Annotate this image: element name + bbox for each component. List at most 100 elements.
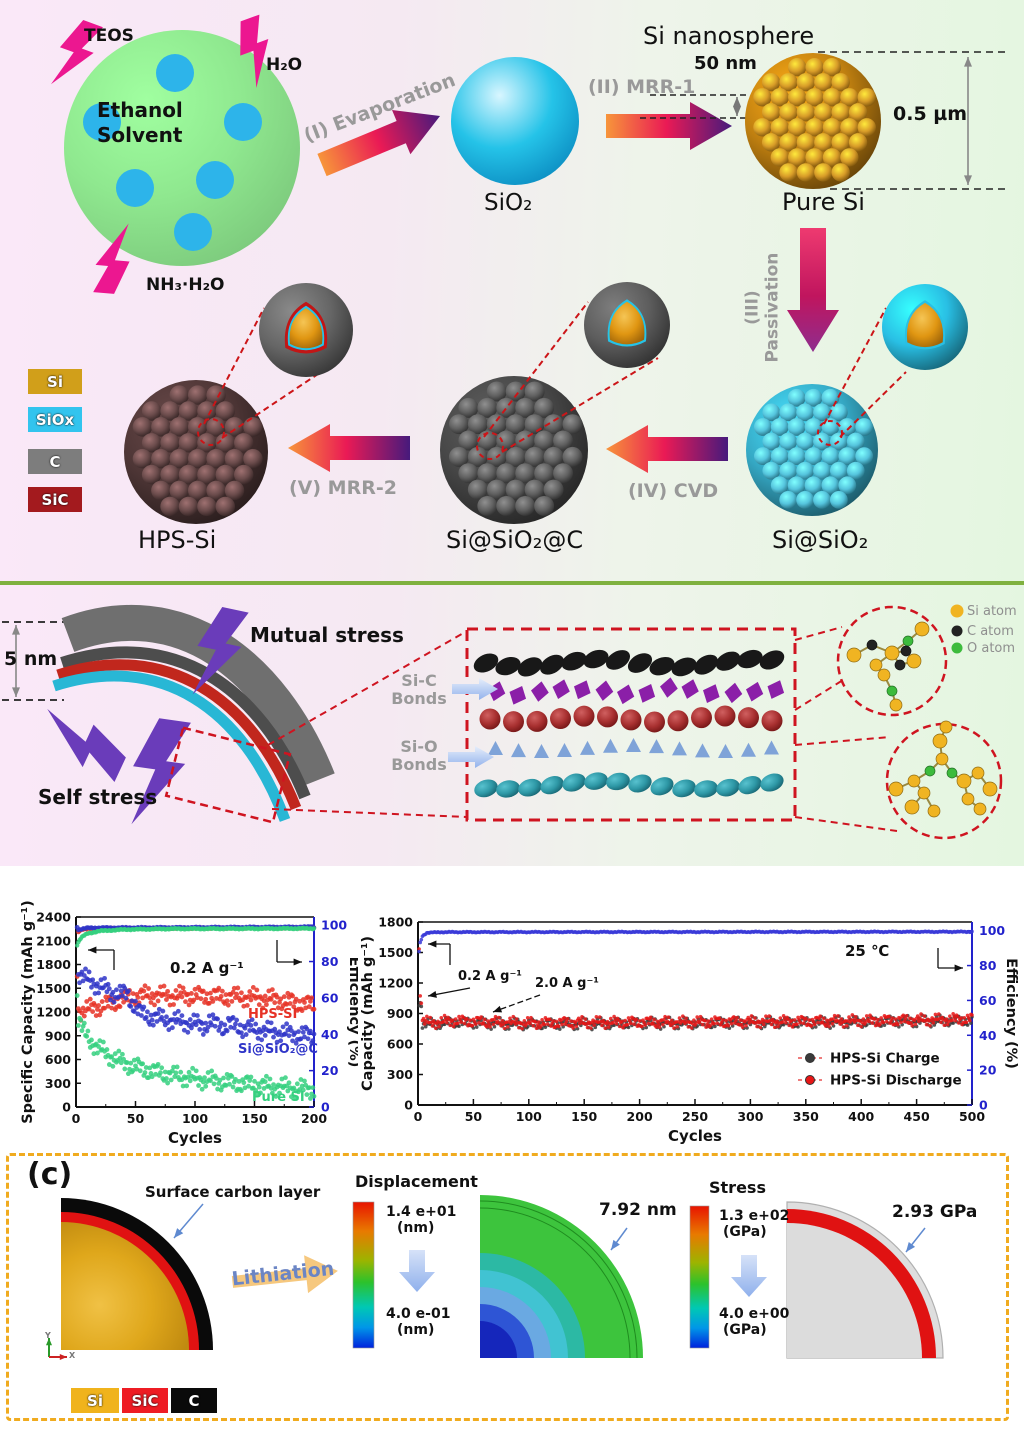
svg-text:900: 900 bbox=[387, 1006, 413, 1021]
svg-text:Efficiency (%): Efficiency (%) bbox=[1003, 958, 1019, 1069]
droplet-label: Ethanol Solvent bbox=[97, 98, 183, 147]
svg-text:20: 20 bbox=[979, 1063, 997, 1078]
atom-legend-c: C atom bbox=[967, 624, 1014, 639]
stress-bond-graphic bbox=[2, 604, 1003, 840]
svg-text:80: 80 bbox=[979, 958, 997, 973]
synthesis-scheme-graphic bbox=[50, 14, 1005, 524]
svg-text:20: 20 bbox=[321, 1063, 339, 1078]
si-c-bonds-label: Si-C Bonds bbox=[391, 671, 447, 709]
svg-text:25 ℃: 25 ℃ bbox=[845, 942, 889, 960]
svg-text:350: 350 bbox=[793, 1109, 819, 1124]
svg-text:80: 80 bbox=[321, 954, 339, 969]
self-stress-label: Self stress bbox=[38, 785, 158, 809]
svg-text:1800: 1800 bbox=[378, 915, 413, 930]
stress-title: Stress bbox=[709, 1178, 766, 1197]
svg-text:450: 450 bbox=[904, 1109, 930, 1124]
si-o-bonds-label: Si-O Bonds bbox=[391, 737, 447, 775]
svg-text:100: 100 bbox=[979, 923, 1005, 938]
svg-text:Si@SiO₂@C: Si@SiO₂@C bbox=[238, 1042, 318, 1057]
product-hps: HPS-Si bbox=[138, 526, 217, 554]
displacement-max-unit: (nm) bbox=[397, 1220, 435, 1236]
panel-divider bbox=[0, 581, 1024, 585]
sim-legend-c: C bbox=[171, 1388, 217, 1413]
surface-carbon-label: Surface carbon layer bbox=[145, 1183, 321, 1201]
svg-text:1200: 1200 bbox=[36, 1005, 71, 1020]
displacement-title: Displacement bbox=[355, 1172, 478, 1191]
stress-max: 1.3 e+02 bbox=[719, 1208, 790, 1224]
material-legend-sic: SiC bbox=[28, 487, 82, 512]
sim-legend-sic: SiC bbox=[122, 1388, 168, 1413]
legend-sic-label: SiC bbox=[41, 490, 69, 509]
material-legend-si: Si bbox=[28, 369, 82, 394]
svg-text:Specific Capacity (mAh g⁻¹): Specific Capacity (mAh g⁻¹) bbox=[20, 900, 36, 1124]
svg-text:0: 0 bbox=[979, 1098, 988, 1113]
step-cvd: (IV) CVD bbox=[628, 480, 719, 502]
svg-text:40: 40 bbox=[979, 1028, 997, 1043]
svg-text:300: 300 bbox=[737, 1109, 763, 1124]
svg-text:2.0 A g⁻¹: 2.0 A g⁻¹ bbox=[535, 976, 599, 991]
svg-text:600: 600 bbox=[387, 1037, 413, 1052]
step-passivation: (III) Passivation bbox=[742, 252, 782, 363]
si-nanosphere-title: Si nanosphere bbox=[643, 22, 815, 50]
svg-text:2100: 2100 bbox=[36, 933, 71, 948]
dim-5nm: 5 nm bbox=[4, 648, 58, 670]
simulation-panel: (c) Surface carbon layer Lithiation Disp… bbox=[6, 1153, 1009, 1421]
displacement-value: 7.92 nm bbox=[599, 1200, 677, 1220]
svg-text:1500: 1500 bbox=[378, 945, 413, 960]
simulation-graphic bbox=[46, 1195, 944, 1360]
legend-si-label: Si bbox=[47, 372, 63, 391]
atom-legend-si: Si atom bbox=[967, 604, 1017, 619]
svg-text:200: 200 bbox=[627, 1109, 653, 1124]
sim-legend-sic-label: SiC bbox=[131, 1391, 159, 1410]
svg-text:Capacity (mAh g⁻¹): Capacity (mAh g⁻¹) bbox=[360, 936, 376, 1091]
svg-text:0: 0 bbox=[414, 1109, 423, 1124]
svg-text:1800: 1800 bbox=[36, 957, 71, 972]
material-legend-siox: SiOx bbox=[28, 407, 82, 432]
svg-text:400: 400 bbox=[848, 1109, 874, 1124]
stress-max-unit: (GPa) bbox=[723, 1224, 767, 1240]
svg-text:0: 0 bbox=[62, 1100, 71, 1115]
svg-text:HPS-SI: HPS-SI bbox=[248, 1007, 297, 1022]
svg-text:Cycles: Cycles bbox=[668, 1127, 722, 1145]
legend-siox-label: SiOx bbox=[35, 410, 75, 429]
mutual-stress-label: Mutual stress bbox=[250, 623, 404, 647]
svg-text:50: 50 bbox=[465, 1109, 483, 1124]
stress-min-unit: (GPa) bbox=[723, 1322, 767, 1338]
displacement-max: 1.4 e+01 bbox=[386, 1204, 457, 1220]
sim-legend-si: Si bbox=[71, 1388, 119, 1413]
svg-text:150: 150 bbox=[571, 1109, 597, 1124]
reagent-h2o: H₂O bbox=[266, 55, 303, 75]
svg-text:100: 100 bbox=[182, 1111, 208, 1126]
product-pure-si: Pure Si bbox=[782, 188, 865, 216]
svg-text:HPS-Si Discharge: HPS-Si Discharge bbox=[830, 1073, 962, 1089]
product-si-sio2: Si@SiO₂ bbox=[772, 526, 869, 554]
svg-text:150: 150 bbox=[241, 1111, 267, 1126]
svg-text:500: 500 bbox=[959, 1109, 985, 1124]
svg-text:100: 100 bbox=[516, 1109, 542, 1124]
sim-legend-c-label: C bbox=[188, 1391, 200, 1410]
svg-text:0: 0 bbox=[321, 1100, 330, 1115]
stress-min: 4.0 e+00 bbox=[719, 1306, 790, 1322]
svg-text:0.2 A g⁻¹: 0.2 A g⁻¹ bbox=[170, 959, 244, 977]
step-mrr1: (II) MRR-1 bbox=[588, 76, 696, 98]
svg-text:40: 40 bbox=[321, 1027, 339, 1042]
material-legend-c: C bbox=[28, 449, 82, 474]
axis-icon-y-label: Y bbox=[45, 1331, 51, 1340]
svg-text:1200: 1200 bbox=[378, 976, 413, 991]
dim-half-micron: 0.5 µm bbox=[893, 103, 968, 125]
svg-text:200: 200 bbox=[301, 1111, 327, 1126]
step-mrr2: (V) MRR-2 bbox=[289, 477, 397, 499]
axis-icon-x-label: X bbox=[69, 1351, 76, 1360]
svg-text:Pure SI: Pure SI bbox=[252, 1090, 305, 1105]
svg-text:0: 0 bbox=[404, 1098, 413, 1113]
svg-text:60: 60 bbox=[321, 990, 339, 1005]
sim-legend-si-label: Si bbox=[87, 1391, 103, 1410]
svg-text:250: 250 bbox=[682, 1109, 708, 1124]
panel-c-tag: (c) bbox=[27, 1157, 73, 1192]
svg-text:HPS-Si Charge: HPS-Si Charge bbox=[830, 1051, 940, 1067]
svg-text:2400: 2400 bbox=[36, 910, 71, 925]
svg-text:900: 900 bbox=[45, 1028, 71, 1043]
product-si-sio2-c: Si@SiO₂@C bbox=[446, 526, 584, 554]
